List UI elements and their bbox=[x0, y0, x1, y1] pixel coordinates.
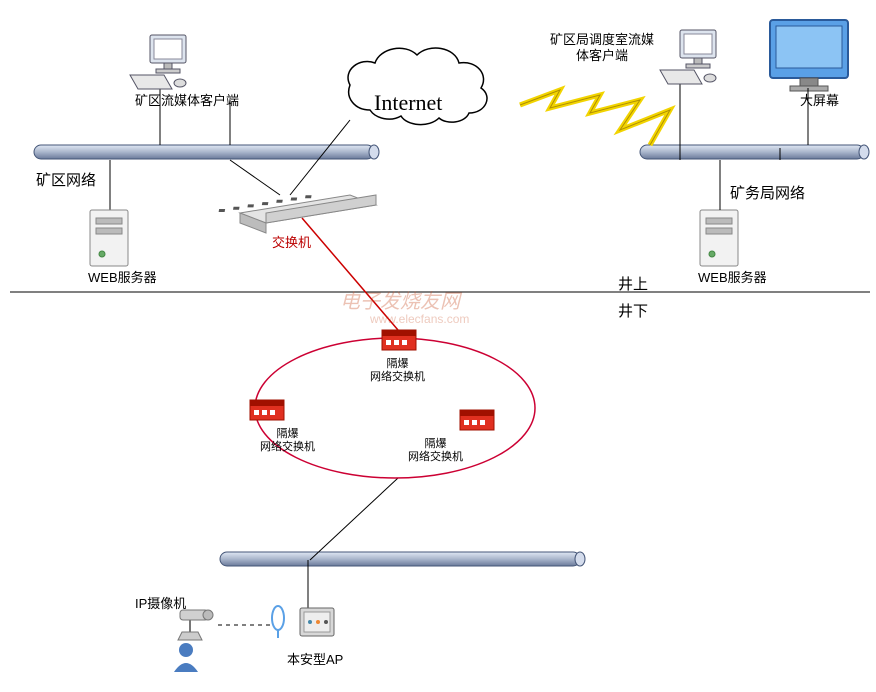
mine-net-label: 矿区网络 bbox=[36, 172, 96, 190]
web-server-label-1: WEB服务器 bbox=[88, 270, 157, 286]
ipcam-label: IP摄像机 bbox=[135, 596, 186, 612]
ex-switch-label: 隔爆网络交换机 bbox=[370, 358, 425, 384]
bureau-net-label: 矿务局网络 bbox=[730, 185, 805, 203]
bureau-client-label: 矿区局调度室流媒体客户端 bbox=[532, 32, 672, 63]
switch-label: 交换机 bbox=[272, 235, 311, 251]
ap-label: 本安型AP bbox=[287, 652, 343, 668]
big-screen-label: 大屏幕 bbox=[800, 93, 839, 109]
above-label: 井上 bbox=[618, 276, 648, 294]
web-server-label-2: WEB服务器 bbox=[698, 270, 767, 286]
mine-client-label: 矿区流媒体客户端 bbox=[135, 93, 239, 109]
ex-switch-label: 隔爆网络交换机 bbox=[260, 428, 315, 454]
ex-switch-label: 隔爆网络交换机 bbox=[408, 438, 463, 464]
below-label: 井下 bbox=[618, 303, 648, 321]
internet-label: Internet bbox=[374, 90, 442, 116]
